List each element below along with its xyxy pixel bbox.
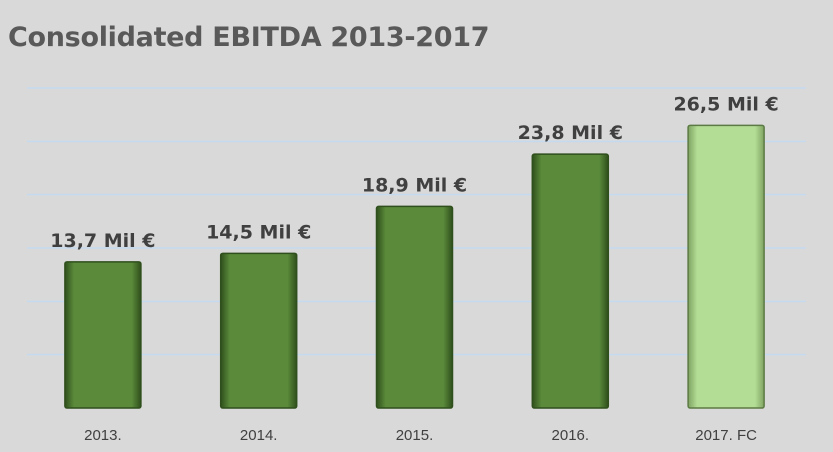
x-tick-label-2: 2015.: [396, 427, 434, 444]
data-labels: 13,7 Mil € 14,5 Mil € 18,9 Mil € 23,8 Mil €…: [50, 93, 778, 252]
chart-title: Consolidated EBITDA 2013-2017: [8, 22, 490, 53]
data-label-3: 23,8 Mil €: [518, 122, 623, 144]
bar-1: [219, 252, 298, 409]
bar-4: [687, 124, 765, 409]
data-label-0: 13,7 Mil €: [50, 230, 155, 252]
x-tick-label-1: 2014.: [240, 427, 278, 444]
x-tick-labels: 2013. 2014. 2015. 2016. 2017. FC: [84, 427, 757, 444]
data-label-2: 18,9 Mil €: [362, 174, 467, 196]
x-tick-label-3: 2016.: [552, 427, 590, 444]
bar-0: [64, 261, 142, 409]
data-label-1: 14,5 Mil €: [206, 221, 311, 243]
bar-3: [531, 153, 610, 409]
bars: [64, 124, 765, 409]
data-label-4: 26,5 Mil €: [673, 93, 778, 115]
x-tick-label-4: 2017. FC: [695, 427, 757, 444]
bar-2: [375, 205, 454, 409]
x-tick-label-0: 2013.: [84, 427, 122, 444]
